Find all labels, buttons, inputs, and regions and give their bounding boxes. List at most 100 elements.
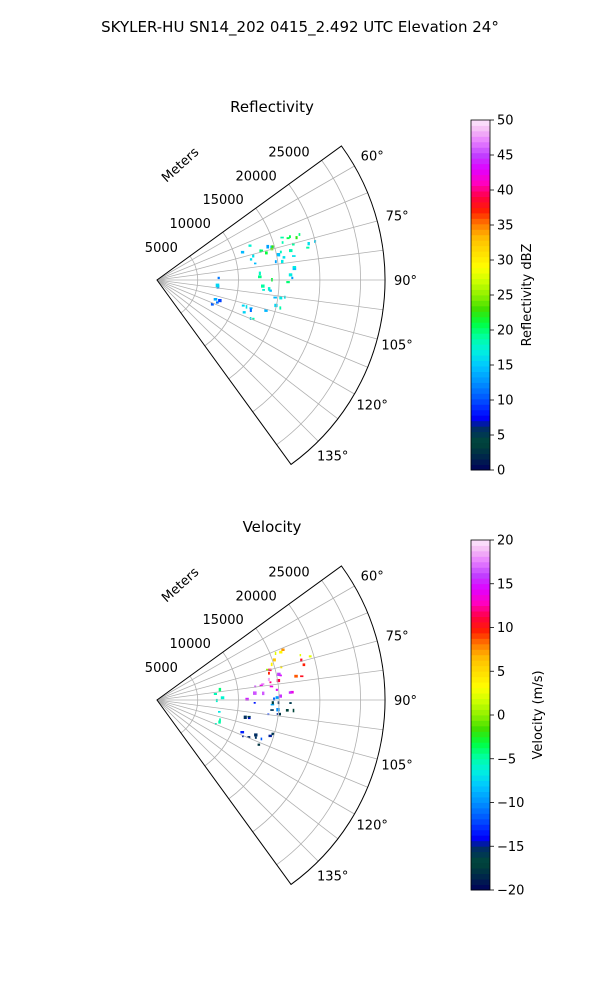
echo-cell [242,311,246,314]
range-ring [276,160,361,446]
echo-cell [292,266,297,271]
theta-tick-label: 135° [317,870,348,885]
echo-cell [270,662,273,667]
echo-cell [273,697,276,701]
colorbar-segment [471,223,490,230]
colorbar-segment [471,764,490,771]
echo-cell [288,273,293,277]
echo-cell [271,732,274,736]
colorbar-segment [471,431,490,438]
colorbar-tick-label: 20 [497,534,514,549]
colorbar-segment [471,851,490,858]
colorbar-segment [471,409,490,416]
echo-cell [292,266,296,269]
echo-cell [281,259,284,264]
echo-cell [258,271,261,276]
echo-cell [289,249,293,253]
colorbar-segment [471,278,490,285]
colorbar-tick-label: 15 [497,577,514,592]
echo-cell [269,289,272,292]
colorbar-segment [471,141,490,148]
colorbar-segment [471,736,490,743]
colorbar-segment [471,758,490,765]
colorbar-segment [471,130,490,137]
colorbar-segment [471,682,490,689]
colorbar-tick-label: 50 [497,114,514,129]
colorbar-segment [471,879,490,885]
azimuth-spoke [156,699,319,862]
velocity-radial-label: Meters [159,565,202,606]
echo-cell [276,708,280,712]
colorbar-segment [471,420,490,427]
echo-cell [277,672,281,676]
colorbar-segment [471,611,490,617]
reflectivity-title: Reflectivity [230,98,314,116]
echo-cell [254,733,258,737]
colorbar-tick-label: −5 [497,752,516,767]
colorbar-segment [471,638,490,645]
range-ring [180,675,199,734]
reflectivity-tick-labels: 60° 75° 90° 105° 120° 135° 5000 10000 15000 20000… [145,145,417,464]
colorbar-segment [471,550,490,557]
colorbar-segment [471,687,490,694]
echo-cell [249,308,252,312]
range-ring [252,184,321,413]
echo-cell [240,731,245,734]
colorbar-segment [471,829,490,836]
echo-cell [218,711,221,713]
echo-cell [220,696,225,700]
echo-cell [267,677,270,682]
colorbar-segment [471,289,490,296]
theta-tick-label: 75° [386,630,409,645]
echo-cell [252,254,255,258]
echo-cell [247,715,251,718]
azimuth-spoke [156,279,368,368]
azimuth-spoke [156,249,384,281]
colorbar-segment [471,725,490,732]
colorbar-segment [471,387,490,394]
colorbar-tick-label: 30 [497,254,514,269]
colorbar-tick-label: 25 [497,289,514,304]
echo-cell [294,674,298,678]
colorbar-segment [471,415,490,422]
range-ring [204,651,239,767]
echo-cell [286,237,290,240]
echo-cell [260,737,263,741]
echo-cell [240,250,245,254]
colorbar-segment [471,459,490,465]
colorbar-segment [471,360,490,367]
colorbar-tick-label: 35 [497,219,514,234]
colorbar-segment [471,404,490,411]
colorbar-segment [471,594,490,601]
colorbar-segment [471,561,490,568]
colorbar-segment [471,152,490,159]
colorbar-segment [471,742,490,749]
colorbar-segment [471,234,490,241]
radial-tick-label: 5000 [145,241,178,256]
colorbar-segment [471,802,490,809]
echo-cell [290,690,294,694]
colorbar-segment [471,218,490,225]
echo-cell [268,734,272,738]
azimuth-spoke [156,279,378,340]
echo-cell [278,694,282,698]
echo-cell [299,654,302,657]
colorbar-segment [471,862,490,869]
echo-cell [254,736,257,739]
azimuth-spoke [156,220,378,281]
colorbar-segment [471,251,490,258]
colorbar-segment [471,316,490,323]
echo-cell [249,258,253,261]
echo-cell [245,697,249,701]
colorbar-segment [471,665,490,672]
echo-cell [288,691,292,694]
echo-cell [253,702,256,704]
colorbar-segment [471,180,490,187]
colorbar-tick-label: 0 [497,464,505,479]
colorbar-segment [471,786,490,792]
echo-cell [306,246,310,249]
colorbar-segment [471,753,490,760]
echo-cell [302,663,306,667]
colorbar-segment [471,300,490,307]
